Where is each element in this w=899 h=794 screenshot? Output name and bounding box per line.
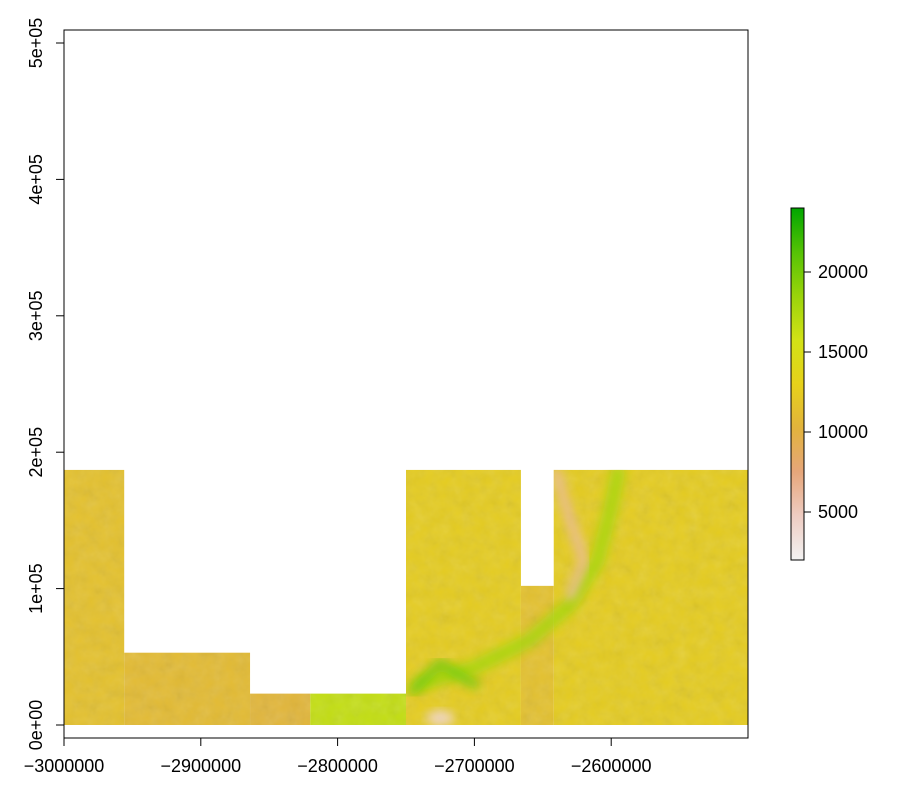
colorbar-tick-label: 20000 bbox=[818, 262, 868, 282]
y-tick-label: 2e+05 bbox=[26, 427, 46, 478]
raster-feature-pink-spot bbox=[426, 710, 455, 726]
colorbar-gradient bbox=[790, 207, 805, 561]
raster-feature-green-ridge bbox=[407, 658, 480, 696]
y-tick-label: 3e+05 bbox=[26, 291, 46, 342]
raster-feature-green-band bbox=[412, 469, 625, 692]
x-tick-label: −2700000 bbox=[434, 756, 515, 776]
x-tick-label: −2800000 bbox=[297, 756, 378, 776]
colorbar-tick-label: 15000 bbox=[818, 342, 868, 362]
raster-features bbox=[407, 469, 625, 726]
y-tick-label: 5e+05 bbox=[26, 18, 46, 69]
y-tick-label: 0e+00 bbox=[26, 700, 46, 751]
raster-image bbox=[64, 469, 748, 725]
y-axis: 0e+00 1e+05 2e+05 3e+05 4e+05 5e+05 bbox=[26, 18, 65, 751]
x-tick-label: −2600000 bbox=[571, 756, 652, 776]
colorbar-tick-label: 5000 bbox=[818, 502, 858, 522]
colorbar-legend: 5000 10000 15000 20000 bbox=[790, 207, 868, 561]
x-tick-label: −2900000 bbox=[161, 756, 242, 776]
raster-feature-pink-valley bbox=[551, 469, 589, 601]
y-tick-label: 4e+05 bbox=[26, 154, 46, 205]
y-tick-label: 1e+05 bbox=[26, 563, 46, 614]
raster-texture bbox=[64, 469, 748, 725]
x-axis: −3000000 −2900000 −2800000 −2700000 −2600000 bbox=[24, 737, 652, 776]
colorbar-tick-label: 10000 bbox=[818, 422, 868, 442]
x-tick-label: −3000000 bbox=[24, 756, 105, 776]
